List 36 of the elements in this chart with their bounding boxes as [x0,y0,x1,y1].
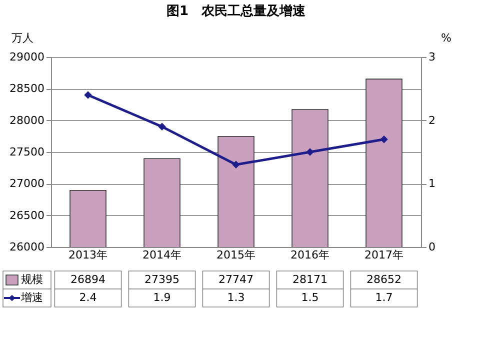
y2-tick-label: 3 [428,50,436,64]
data-label: 1.5 [301,291,319,304]
data-label: 28652 [366,273,402,286]
point [158,122,166,131]
y2-tick-label: 1 [428,177,436,190]
y2-tick-label: 2 [428,114,436,127]
y-tick-label: 27500 [10,146,44,158]
x-tick-label: 2014年 [142,248,182,262]
data-label: 28171 [292,273,328,286]
y-tick-label: 28000 [10,114,44,127]
data-label: 27747 [218,273,254,286]
data-label: 1.7 [375,291,393,304]
legend-label: 增速 [20,291,43,304]
y-tick-label: 29000 [10,50,44,64]
y2-axis-title: % [441,32,452,44]
point [380,135,388,144]
y2-tick-label: 0 [428,240,436,254]
data-label: 2.4 [79,291,97,304]
x-tick-label: 2017年 [364,248,404,262]
data-label: 1.9 [153,291,171,304]
x-tick-label: 2015年 [216,248,256,262]
y-tick-label: 26000 [10,240,44,254]
x-tick-label: 2016年 [290,248,330,262]
y-tick-label: 27000 [10,177,44,190]
chart-title: 图1 农民工总量及增速 [166,3,307,19]
data-label: 27395 [144,273,180,286]
y-axis-title: 万人 [12,32,34,44]
x-tick-label: 2013年 [68,248,108,262]
point [84,91,92,99]
legend-label: 规模 [21,273,43,286]
data-label: 1.3 [227,291,245,304]
y-tick-label: 28500 [10,82,44,96]
point [306,148,314,156]
point [232,160,240,169]
y-tick-label: 26500 [10,208,44,222]
data-label: 26894 [70,273,106,286]
